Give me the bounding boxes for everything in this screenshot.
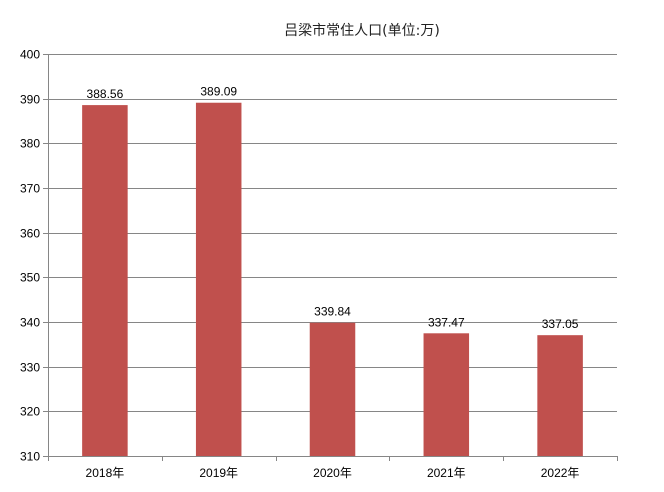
bar xyxy=(309,322,356,456)
y-tick-label: 390 xyxy=(20,93,40,107)
data-label: 388.56 xyxy=(87,87,124,101)
data-label: 389.09 xyxy=(200,85,237,99)
y-tick-label: 370 xyxy=(20,182,40,196)
y-tick-label: 350 xyxy=(20,271,40,285)
y-tick-label: 360 xyxy=(20,227,40,241)
bar xyxy=(423,333,470,456)
axes xyxy=(43,54,618,461)
bar xyxy=(537,335,583,456)
chart-title: 吕梁市常住人口(单位:万) xyxy=(284,23,440,39)
x-tick-label: 2022年 xyxy=(541,466,580,480)
data-label: 337.05 xyxy=(542,317,579,331)
bar xyxy=(82,105,128,456)
bar xyxy=(195,102,242,457)
x-tick-label: 2020年 xyxy=(313,466,352,480)
y-tick-label: 340 xyxy=(20,316,40,330)
data-label: 337.47 xyxy=(428,315,465,329)
x-tick-label: 2021年 xyxy=(427,466,466,480)
y-tick-label: 330 xyxy=(20,361,40,375)
labels: 310 320 330 340 350 360 370 380 390 400 388.56 2018… xyxy=(20,48,579,481)
bars xyxy=(82,102,583,457)
y-tick-label: 380 xyxy=(20,137,40,151)
x-tick-label: 2019年 xyxy=(199,466,238,480)
y-tick-label: 310 xyxy=(20,450,40,464)
y-tick-label: 320 xyxy=(20,405,40,419)
x-tick-label: 2018年 xyxy=(86,466,125,480)
data-label: 339.84 xyxy=(314,305,351,319)
gridlines xyxy=(48,54,617,457)
y-tick-label: 400 xyxy=(20,48,40,62)
